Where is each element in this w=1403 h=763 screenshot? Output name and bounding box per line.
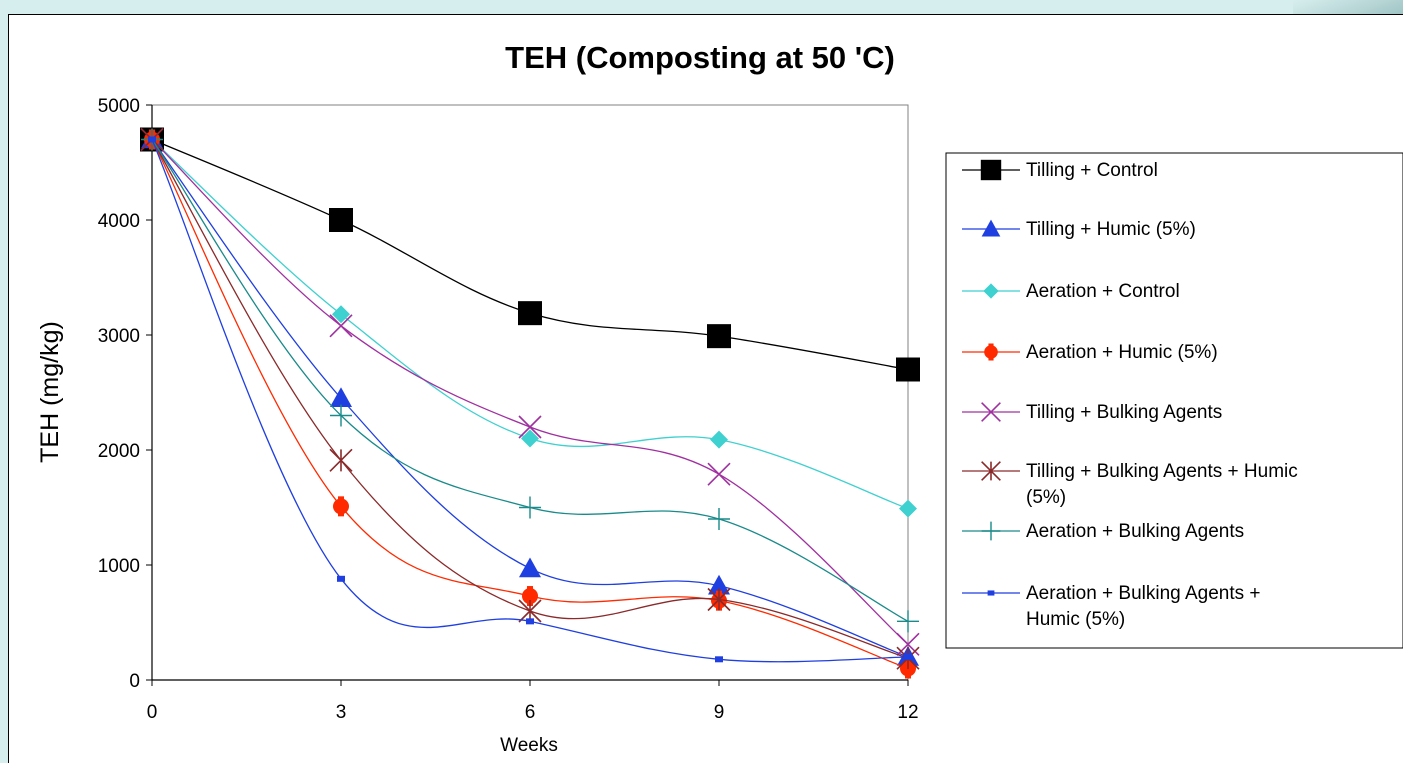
- legend-label: Aeration + Bulking Agents +: [1026, 583, 1261, 604]
- legend-marker: [981, 219, 1001, 237]
- legend: Tilling + Control Tilling + Humic (5%) Aer…: [945, 152, 1403, 649]
- y-tick-label: 0: [129, 671, 140, 692]
- x-tick-label: 0: [147, 702, 158, 723]
- data-point: [897, 610, 919, 633]
- legend-label: Humic (5%): [1026, 609, 1125, 630]
- data-point: [707, 462, 731, 486]
- y-tick-label: 3000: [98, 326, 140, 347]
- x-tick-label: 9: [714, 702, 725, 723]
- data-point: [337, 575, 345, 582]
- legend-entry: Aeration + Humic (5%): [962, 342, 1218, 363]
- x-tick-label: 12: [897, 702, 918, 723]
- data-point: [896, 357, 920, 382]
- data-point: [519, 496, 541, 519]
- corner-decoration: [1293, 0, 1403, 14]
- legend-marker: [983, 283, 999, 299]
- series-4: [144, 129, 916, 679]
- legend-entry: Aeration + Bulking Agents + Humic (5%): [962, 583, 1261, 630]
- data-point: [904, 654, 912, 660]
- legend-marker: [984, 343, 998, 361]
- data-point: [332, 305, 350, 324]
- data-point: [710, 430, 728, 449]
- y-tick-label: 1000: [98, 556, 140, 577]
- data-point: [518, 301, 542, 326]
- legend-marker: [981, 461, 1001, 481]
- data-point: [148, 136, 156, 143]
- legend-label: Tilling + Control: [1026, 160, 1158, 181]
- legend-entry: Tilling + Control: [962, 159, 1158, 181]
- legend-label: Tilling + Bulking Agents: [1026, 402, 1222, 423]
- legend-label: Aeration + Bulking Agents: [1026, 521, 1244, 542]
- legend-marker: [981, 521, 1001, 541]
- data-point: [329, 208, 353, 232]
- y-axis-label: TEH (mg/kg): [36, 321, 64, 463]
- data-point: [518, 415, 542, 439]
- data-point: [708, 508, 730, 530]
- data-point: [518, 599, 542, 623]
- x-tick-label: 3: [336, 702, 347, 723]
- series-7: [141, 128, 919, 633]
- data-point: [329, 314, 353, 338]
- data-point: [715, 656, 723, 663]
- data-point: [329, 448, 353, 472]
- data-point: [330, 404, 352, 427]
- y-tick-label: 5000: [98, 96, 140, 117]
- legend-entry: Tilling + Humic (5%): [962, 219, 1196, 240]
- series-2: [141, 128, 919, 666]
- data-point: [708, 574, 730, 595]
- series-line: [151, 139, 909, 658]
- data-point: [899, 499, 917, 518]
- legend-entry: Aeration + Control: [962, 281, 1180, 302]
- data-point: [519, 557, 541, 578]
- data-point: [330, 387, 352, 408]
- series-8: [148, 136, 912, 663]
- data-point: [707, 324, 731, 349]
- x-axis-label: Weeks: [500, 735, 558, 756]
- data-point: [333, 496, 349, 517]
- plot-area: 0 1000 2000 3000 4000 5000 0 3 6 9 12: [98, 96, 920, 723]
- legend-label: Tilling + Bulking Agents + Humic: [1026, 461, 1298, 482]
- y-tick-label: 2000: [98, 441, 140, 462]
- legend-label: (5%): [1026, 487, 1066, 508]
- legend-marker: [980, 159, 1002, 181]
- series-line: [151, 139, 909, 670]
- data-point: [707, 587, 731, 612]
- series-line: [151, 139, 909, 622]
- y-tick-label: 4000: [98, 211, 140, 232]
- legend-label: Aeration + Humic (5%): [1026, 342, 1218, 363]
- data-point: [526, 618, 534, 625]
- legend-box: [945, 152, 1403, 649]
- data-point: [522, 586, 538, 607]
- chart-title: TEH (Composting at 50 'C): [505, 40, 895, 75]
- x-tick-label: 6: [525, 702, 536, 723]
- legend-entry: Aeration + Bulking Agents: [962, 521, 1244, 542]
- legend-entry: Tilling + Bulking Agents + Humic (5%): [962, 461, 1298, 508]
- legend-marker: [987, 590, 995, 596]
- legend-label: Tilling + Humic (5%): [1026, 219, 1196, 240]
- legend-entry: Tilling + Bulking Agents: [962, 402, 1222, 423]
- data-point: [521, 429, 539, 448]
- series-line: [151, 139, 909, 659]
- legend-label: Aeration + Control: [1026, 281, 1180, 302]
- series-line: [151, 139, 909, 663]
- series-1: [140, 127, 920, 382]
- legend-marker: [981, 402, 1001, 422]
- series-line: [151, 138, 909, 371]
